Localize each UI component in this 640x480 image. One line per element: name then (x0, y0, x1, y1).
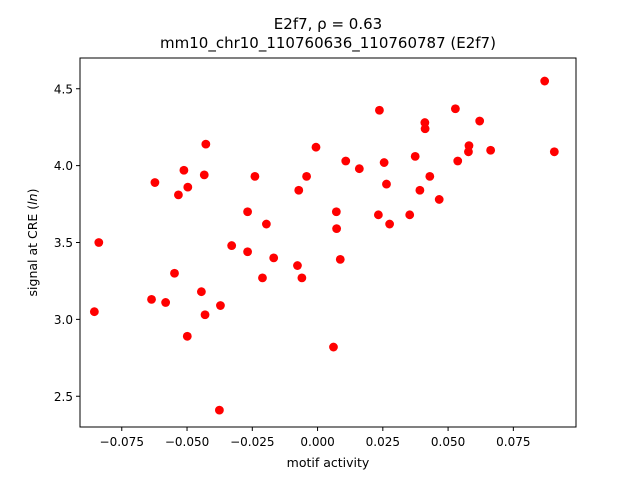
y-axis-label-suffix: ) (25, 189, 40, 194)
data-point (405, 210, 415, 220)
data-point (182, 331, 192, 341)
x-tick-label: 0.050 (431, 435, 465, 449)
data-point (453, 156, 463, 166)
plot-frame (79, 57, 577, 428)
x-tick-label: 0.025 (366, 435, 400, 449)
data-point (420, 124, 430, 134)
data-point (243, 247, 253, 257)
data-point (297, 273, 307, 283)
x-tick-label: −0.025 (230, 435, 274, 449)
data-point (540, 76, 550, 86)
data-point (486, 145, 496, 155)
data-point (227, 241, 237, 250)
chart-title-line2: mm10_chr10_110760636_110760787 (E2f7) (160, 34, 496, 53)
data-point (382, 179, 391, 189)
data-point (450, 104, 460, 114)
data-point (332, 224, 342, 234)
data-point (258, 273, 267, 283)
data-point (183, 182, 193, 192)
data-point (425, 171, 435, 181)
data-points (89, 76, 559, 415)
data-point (250, 171, 260, 181)
data-point (150, 178, 160, 187)
data-point (379, 158, 389, 167)
y-axis-label-italic: ln (25, 193, 40, 204)
y-axis-label: signal at CRE (ln) (25, 189, 40, 297)
data-point (331, 207, 341, 217)
data-point (385, 219, 395, 229)
data-point (549, 147, 559, 157)
data-point (199, 170, 209, 180)
data-point (464, 141, 474, 151)
data-point (335, 255, 345, 264)
y-axis-ticks: 2.5 3.0 3.5 4.0 4.5 (54, 82, 80, 404)
data-point (147, 294, 156, 304)
data-point (329, 342, 338, 352)
data-point (420, 118, 430, 127)
data-point (161, 298, 171, 307)
y-tick-label: 4.0 (54, 159, 73, 173)
data-point (269, 253, 279, 263)
x-tick-label: −0.075 (100, 435, 144, 449)
data-point (311, 142, 321, 152)
y-tick-label: 3.0 (54, 313, 73, 327)
y-axis-label-prefix: signal at CRE ( (25, 205, 40, 297)
data-point (201, 139, 211, 149)
x-axis-ticks: −0.075 −0.050 −0.025 0.000 0.025 0.050 0.075 (100, 427, 531, 449)
data-point (89, 307, 99, 317)
data-point (261, 219, 271, 229)
data-point (200, 310, 210, 320)
data-point (170, 268, 179, 278)
data-point (415, 185, 425, 195)
data-point (196, 287, 206, 297)
data-point (302, 171, 311, 181)
data-point (216, 301, 225, 310)
data-point (354, 164, 364, 174)
y-tick-label: 3.5 (54, 236, 73, 250)
x-tick-label: −0.050 (165, 435, 209, 449)
data-point (179, 165, 189, 175)
data-point (341, 156, 351, 166)
data-point (375, 105, 384, 115)
data-point (293, 261, 302, 270)
data-point (243, 207, 253, 217)
data-point (94, 238, 104, 247)
data-point (434, 195, 444, 204)
chart-title-line1: E2f7, ρ = 0.63 (274, 15, 382, 33)
data-point (215, 405, 224, 415)
data-point (475, 116, 485, 126)
y-tick-label: 2.5 (54, 390, 73, 404)
data-point (174, 190, 183, 200)
data-point (410, 152, 420, 161)
y-tick-label: 4.5 (54, 82, 73, 96)
data-point (373, 210, 383, 220)
data-point (294, 185, 304, 195)
x-axis-label: motif activity (287, 455, 370, 470)
x-tick-label: 0.075 (496, 435, 530, 449)
x-tick-label: 0.000 (300, 435, 334, 449)
